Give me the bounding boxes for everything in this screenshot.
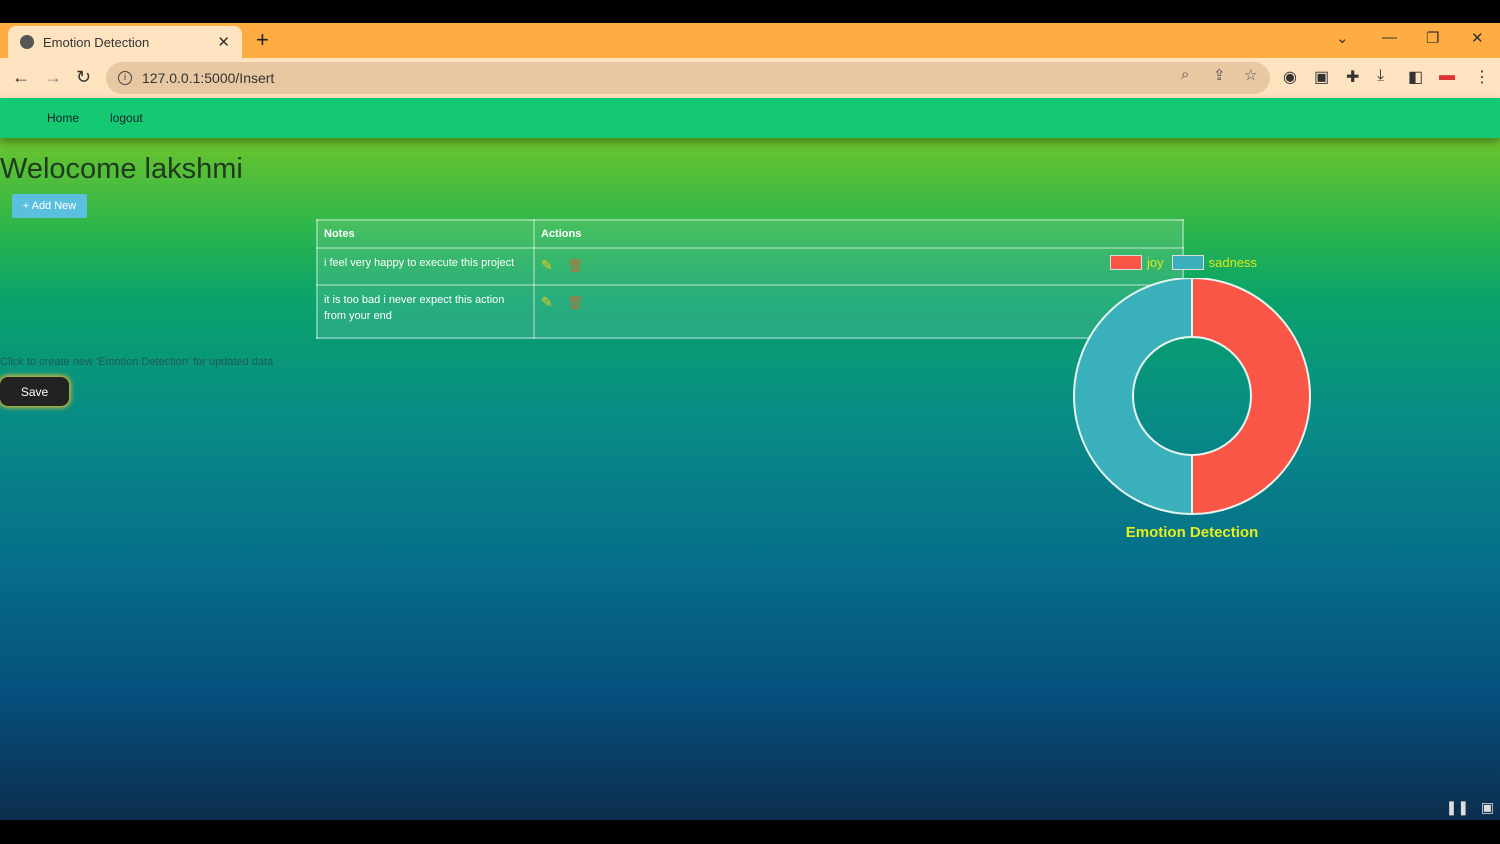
- back-icon[interactable]: ←: [12, 67, 30, 87]
- header-actions: Actions: [533, 219, 1184, 249]
- page: Home logout Welocome lakshmi + Add New N…: [0, 98, 1500, 820]
- tab-bar: Emotion Detection ✕ + ⌄ — ❐ ✕: [0, 23, 1500, 58]
- bookmark-star-icon[interactable]: ☆: [1244, 67, 1258, 84]
- legend-swatch-sadness[interactable]: [1171, 255, 1204, 270]
- tab-title: Emotion Detection: [43, 34, 150, 50]
- add-new-button[interactable]: + Add New: [12, 194, 87, 218]
- globe-icon: [20, 35, 34, 49]
- donut-slice-sadness[interactable]: [1073, 278, 1193, 516]
- delete-trash-icon[interactable]: 🗑: [566, 295, 584, 310]
- picture-icon[interactable]: ▣: [1480, 799, 1494, 815]
- extensions-puzzle-icon[interactable]: ✚: [1346, 69, 1360, 86]
- save-button[interactable]: Save: [0, 377, 69, 406]
- table-row: it is too bad i never expect this action…: [316, 284, 1184, 339]
- window-close-icon[interactable]: ✕: [1471, 30, 1484, 47]
- info-icon[interactable]: i: [118, 71, 132, 85]
- pause-icon[interactable]: ❚❚: [1445, 799, 1470, 815]
- hint-text: Click to create new 'Emotion Detection' …: [0, 356, 274, 368]
- extension-red-icon[interactable]: ▬: [1439, 67, 1455, 84]
- page-title: Welocome lakshmi: [0, 153, 243, 185]
- notes-table: Notes Actions i feel very happy to execut…: [316, 219, 1184, 339]
- tab-search-icon[interactable]: ⌄: [1336, 30, 1349, 47]
- nav-logout[interactable]: logout: [110, 111, 143, 125]
- minimize-icon[interactable]: —: [1382, 29, 1397, 46]
- new-tab-icon[interactable]: +: [256, 27, 269, 52]
- edit-pencil-icon[interactable]: ✎: [541, 257, 553, 273]
- browser-toolbar: ← → ↻ i 127.0.0.1:5000/Insert ⌕ ⇪ ☆ ◉ ▣ …: [0, 58, 1500, 98]
- legend-label-sadness[interactable]: sadness: [1208, 255, 1258, 270]
- browser-tab[interactable]: Emotion Detection ✕: [8, 26, 242, 58]
- download-icon[interactable]: ⤓: [1377, 67, 1385, 84]
- address-bar[interactable]: i 127.0.0.1:5000/Insert: [106, 62, 1270, 94]
- note-cell: i feel very happy to execute this projec…: [316, 247, 535, 286]
- share-icon[interactable]: ⇪: [1213, 67, 1226, 84]
- chart-legend: joy sadness: [1110, 255, 1257, 270]
- donut-slice-joy[interactable]: [1191, 278, 1311, 516]
- edit-pencil-icon[interactable]: ✎: [541, 294, 553, 310]
- extension-panda-icon[interactable]: ◉: [1283, 69, 1297, 86]
- reload-icon[interactable]: ↻: [76, 67, 92, 87]
- url-text: 127.0.0.1:5000/Insert: [142, 70, 275, 86]
- forward-icon[interactable]: →: [44, 67, 62, 87]
- legend-label-joy[interactable]: joy: [1147, 255, 1164, 270]
- zoom-icon[interactable]: ⌕: [1181, 66, 1190, 83]
- delete-trash-icon[interactable]: 🗑: [566, 258, 584, 273]
- note-cell: it is too bad i never expect this action…: [316, 284, 535, 339]
- side-panel-icon[interactable]: ◧: [1408, 69, 1424, 86]
- navbar: Home logout: [0, 98, 1500, 138]
- video-controls: ❚❚ ▣: [1446, 799, 1494, 816]
- restore-icon[interactable]: ❐: [1426, 30, 1440, 47]
- legend-swatch-joy[interactable]: [1110, 255, 1142, 270]
- chart-title: Emotion Detection: [1125, 524, 1259, 541]
- table-row: i feel very happy to execute this projec…: [316, 247, 1184, 286]
- menu-icon[interactable]: ⋮: [1474, 69, 1490, 86]
- emotion-donut-chart: [1073, 278, 1311, 516]
- nav-home[interactable]: Home: [47, 111, 80, 125]
- header-notes: Notes: [316, 219, 535, 249]
- extension-icon[interactable]: ▣: [1314, 69, 1330, 86]
- close-tab-icon[interactable]: ✕: [217, 34, 230, 51]
